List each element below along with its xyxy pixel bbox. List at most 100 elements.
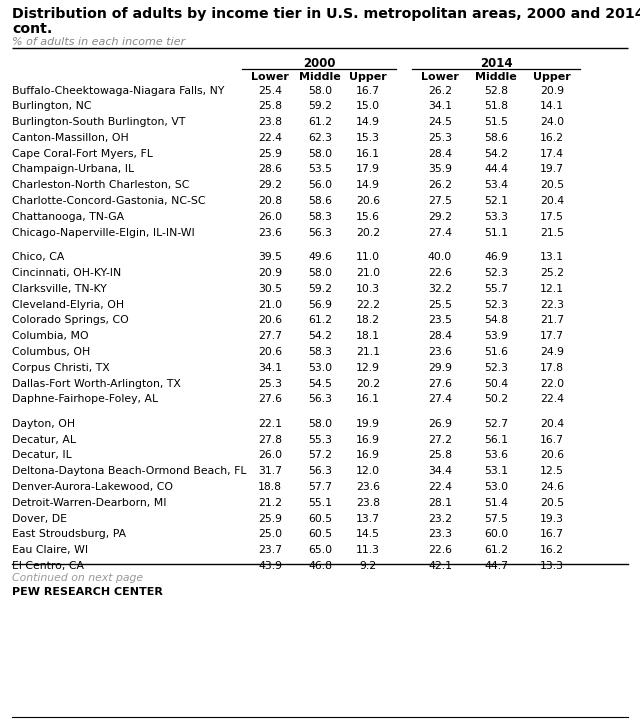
Text: Continued on next page: Continued on next page — [12, 573, 143, 583]
Text: 29.2: 29.2 — [258, 181, 282, 190]
Text: 20.6: 20.6 — [258, 347, 282, 357]
Text: Columbia, MO: Columbia, MO — [12, 331, 88, 341]
Text: 21.0: 21.0 — [356, 268, 380, 278]
Text: 46.8: 46.8 — [308, 561, 332, 571]
Text: 20.8: 20.8 — [258, 196, 282, 206]
Text: Canton-Massillon, OH: Canton-Massillon, OH — [12, 133, 129, 143]
Text: 23.7: 23.7 — [258, 545, 282, 555]
Text: Charleston-North Charleston, SC: Charleston-North Charleston, SC — [12, 181, 189, 190]
Text: 58.6: 58.6 — [308, 196, 332, 206]
Text: 54.8: 54.8 — [484, 315, 508, 326]
Text: 27.7: 27.7 — [258, 331, 282, 341]
Text: Deltona-Daytona Beach-Ormond Beach, FL: Deltona-Daytona Beach-Ormond Beach, FL — [12, 466, 246, 476]
Text: 53.0: 53.0 — [484, 482, 508, 492]
Text: 53.3: 53.3 — [484, 212, 508, 222]
Text: 11.3: 11.3 — [356, 545, 380, 555]
Text: Dover, DE: Dover, DE — [12, 514, 67, 523]
Text: 51.5: 51.5 — [484, 117, 508, 127]
Text: cont.: cont. — [12, 22, 52, 36]
Text: 27.6: 27.6 — [258, 394, 282, 405]
Text: Cape Coral-Fort Myers, FL: Cape Coral-Fort Myers, FL — [12, 149, 153, 159]
Text: 22.4: 22.4 — [428, 482, 452, 492]
Text: 18.1: 18.1 — [356, 331, 380, 341]
Text: 9.2: 9.2 — [360, 561, 376, 571]
Text: Middle: Middle — [299, 72, 341, 82]
Text: 23.6: 23.6 — [258, 228, 282, 238]
Text: 21.0: 21.0 — [258, 299, 282, 310]
Text: 22.6: 22.6 — [428, 268, 452, 278]
Text: 27.5: 27.5 — [428, 196, 452, 206]
Text: 2014: 2014 — [480, 57, 512, 70]
Text: 27.2: 27.2 — [428, 435, 452, 444]
Text: 24.6: 24.6 — [540, 482, 564, 492]
Text: 60.5: 60.5 — [308, 529, 332, 539]
Text: % of adults in each income tier: % of adults in each income tier — [12, 37, 185, 47]
Text: 35.9: 35.9 — [428, 165, 452, 175]
Text: Dallas-Fort Worth-Arlington, TX: Dallas-Fort Worth-Arlington, TX — [12, 378, 181, 389]
Text: Corpus Christi, TX: Corpus Christi, TX — [12, 362, 109, 373]
Text: 56.9: 56.9 — [308, 299, 332, 310]
Text: 15.0: 15.0 — [356, 102, 380, 112]
Text: 12.9: 12.9 — [356, 362, 380, 373]
Text: 58.6: 58.6 — [484, 133, 508, 143]
Text: 16.9: 16.9 — [356, 450, 380, 460]
Text: El Centro, CA: El Centro, CA — [12, 561, 84, 571]
Text: Champaign-Urbana, IL: Champaign-Urbana, IL — [12, 165, 134, 175]
Text: 57.5: 57.5 — [484, 514, 508, 523]
Text: 58.0: 58.0 — [308, 268, 332, 278]
Text: 25.0: 25.0 — [258, 529, 282, 539]
Text: 21.2: 21.2 — [258, 498, 282, 508]
Text: 53.6: 53.6 — [484, 450, 508, 460]
Text: 28.1: 28.1 — [428, 498, 452, 508]
Text: 29.9: 29.9 — [428, 362, 452, 373]
Text: 57.2: 57.2 — [308, 450, 332, 460]
Text: 21.1: 21.1 — [356, 347, 380, 357]
Text: 20.4: 20.4 — [540, 196, 564, 206]
Text: East Stroudsburg, PA: East Stroudsburg, PA — [12, 529, 126, 539]
Text: 53.4: 53.4 — [484, 181, 508, 190]
Text: 54.2: 54.2 — [308, 331, 332, 341]
Text: 55.1: 55.1 — [308, 498, 332, 508]
Text: 25.5: 25.5 — [428, 299, 452, 310]
Text: Middle: Middle — [475, 72, 517, 82]
Text: 13.3: 13.3 — [540, 561, 564, 571]
Text: 52.8: 52.8 — [484, 86, 508, 96]
Text: 54.2: 54.2 — [484, 149, 508, 159]
Text: Upper: Upper — [533, 72, 571, 82]
Text: 17.5: 17.5 — [540, 212, 564, 222]
Text: Columbus, OH: Columbus, OH — [12, 347, 90, 357]
Text: Daphne-Fairhope-Foley, AL: Daphne-Fairhope-Foley, AL — [12, 394, 158, 405]
Text: 20.6: 20.6 — [356, 196, 380, 206]
Text: 52.7: 52.7 — [484, 419, 508, 429]
Text: 51.4: 51.4 — [484, 498, 508, 508]
Text: 52.3: 52.3 — [484, 268, 508, 278]
Text: 25.3: 25.3 — [428, 133, 452, 143]
Text: Chattanooga, TN-GA: Chattanooga, TN-GA — [12, 212, 124, 222]
Text: 28.6: 28.6 — [258, 165, 282, 175]
Text: 16.2: 16.2 — [540, 133, 564, 143]
Text: 53.1: 53.1 — [484, 466, 508, 476]
Text: Charlotte-Concord-Gastonia, NC-SC: Charlotte-Concord-Gastonia, NC-SC — [12, 196, 205, 206]
Text: Lower: Lower — [251, 72, 289, 82]
Text: Distribution of adults by income tier in U.S. metropolitan areas, 2000 and 2014,: Distribution of adults by income tier in… — [12, 7, 640, 21]
Text: 23.6: 23.6 — [356, 482, 380, 492]
Text: Burlington, NC: Burlington, NC — [12, 102, 92, 112]
Text: PEW RESEARCH CENTER: PEW RESEARCH CENTER — [12, 587, 163, 597]
Text: 10.3: 10.3 — [356, 283, 380, 294]
Text: 13.7: 13.7 — [356, 514, 380, 523]
Text: 26.2: 26.2 — [428, 86, 452, 96]
Text: 22.3: 22.3 — [540, 299, 564, 310]
Text: Colorado Springs, CO: Colorado Springs, CO — [12, 315, 129, 326]
Text: 23.8: 23.8 — [356, 498, 380, 508]
Text: 23.2: 23.2 — [428, 514, 452, 523]
Text: 27.4: 27.4 — [428, 394, 452, 405]
Text: 30.5: 30.5 — [258, 283, 282, 294]
Text: 27.6: 27.6 — [428, 378, 452, 389]
Text: 12.0: 12.0 — [356, 466, 380, 476]
Text: 25.8: 25.8 — [258, 102, 282, 112]
Text: 20.6: 20.6 — [540, 450, 564, 460]
Text: 25.9: 25.9 — [258, 514, 282, 523]
Text: 27.4: 27.4 — [428, 228, 452, 238]
Text: 60.0: 60.0 — [484, 529, 508, 539]
Text: 14.1: 14.1 — [540, 102, 564, 112]
